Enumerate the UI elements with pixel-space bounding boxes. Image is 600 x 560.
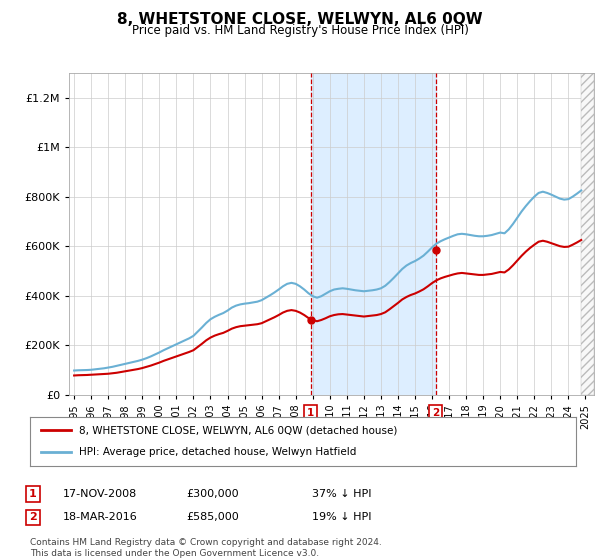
Text: £300,000: £300,000: [186, 489, 239, 499]
Text: £585,000: £585,000: [186, 512, 239, 522]
Text: Contains HM Land Registry data © Crown copyright and database right 2024.
This d: Contains HM Land Registry data © Crown c…: [30, 538, 382, 558]
Text: 2: 2: [29, 512, 37, 522]
Text: Price paid vs. HM Land Registry's House Price Index (HPI): Price paid vs. HM Land Registry's House …: [131, 24, 469, 37]
Text: 17-NOV-2008: 17-NOV-2008: [63, 489, 137, 499]
Text: 37% ↓ HPI: 37% ↓ HPI: [312, 489, 371, 499]
Text: 19% ↓ HPI: 19% ↓ HPI: [312, 512, 371, 522]
Bar: [311, 73, 436, 395]
Text: 1: 1: [307, 408, 314, 418]
Text: 2: 2: [432, 408, 439, 418]
Text: 18-MAR-2016: 18-MAR-2016: [63, 512, 138, 522]
Text: HPI: Average price, detached house, Welwyn Hatfield: HPI: Average price, detached house, Welw…: [79, 447, 356, 457]
Text: 8, WHETSTONE CLOSE, WELWYN, AL6 0QW: 8, WHETSTONE CLOSE, WELWYN, AL6 0QW: [117, 12, 483, 27]
Text: 1: 1: [29, 489, 37, 499]
Text: 8, WHETSTONE CLOSE, WELWYN, AL6 0QW (detached house): 8, WHETSTONE CLOSE, WELWYN, AL6 0QW (det…: [79, 426, 398, 436]
